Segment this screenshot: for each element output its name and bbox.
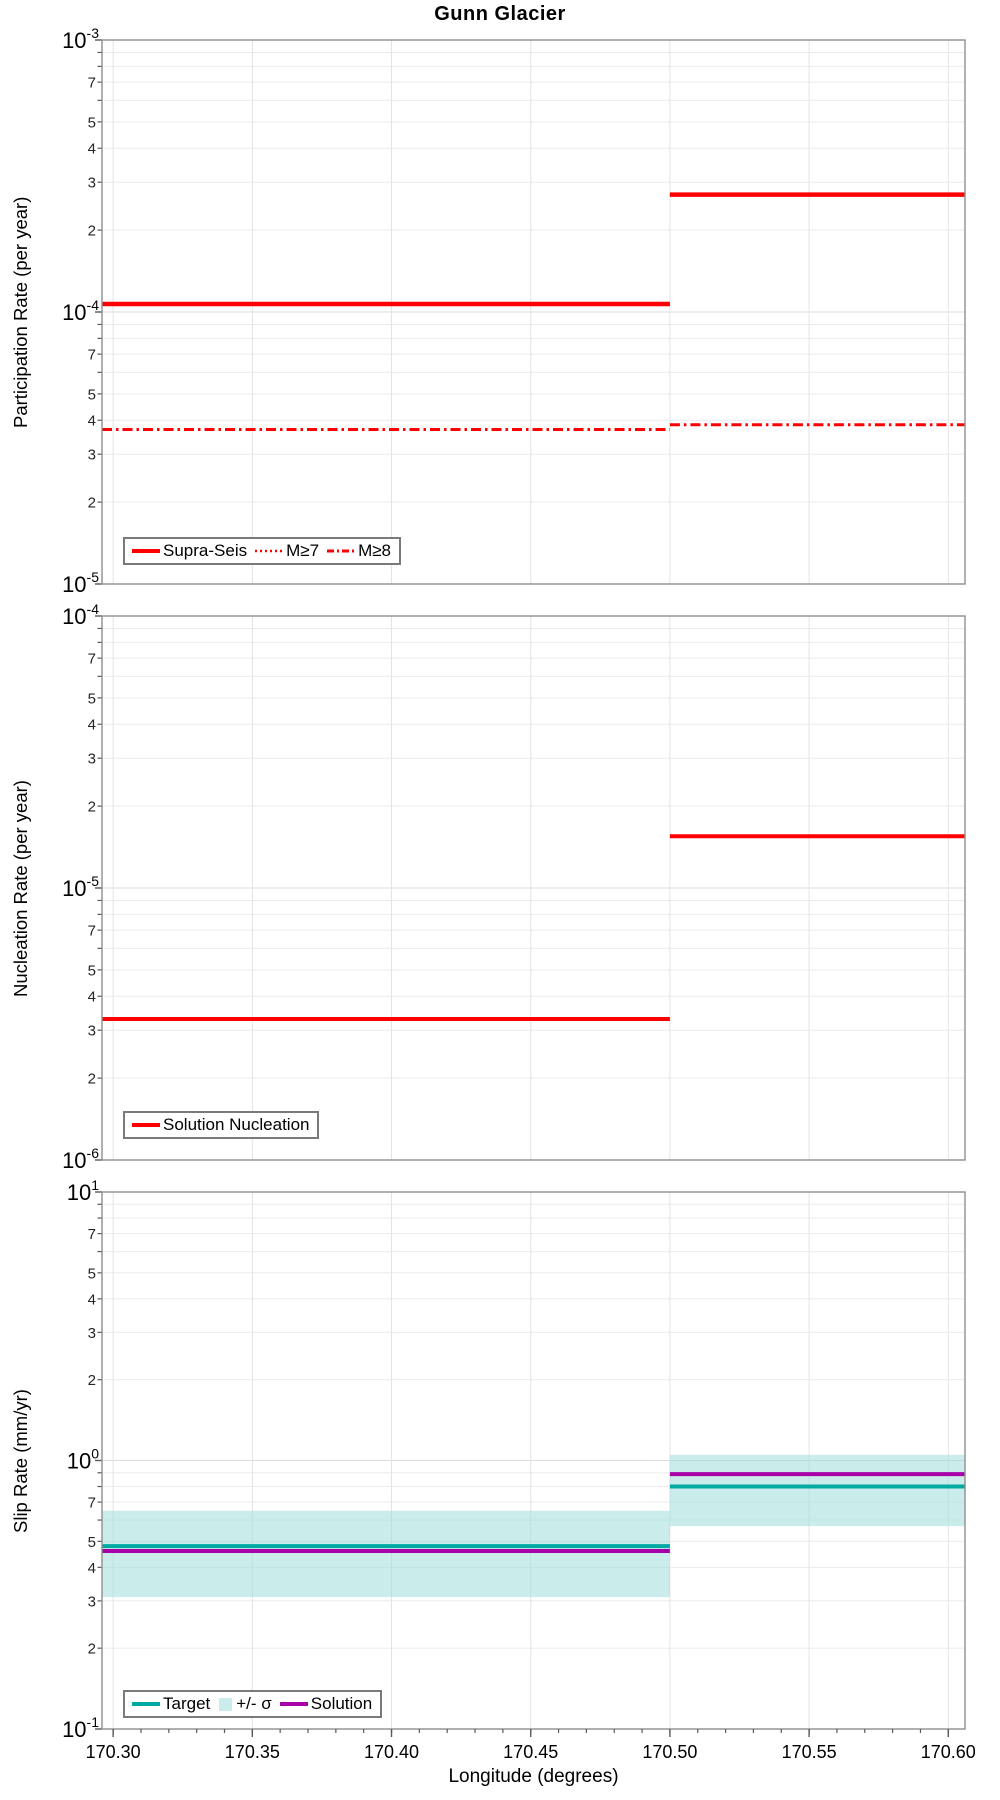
- y-tick-label: 2: [88, 1641, 96, 1658]
- legend-slip-rate: Target +/- σ Solution: [123, 1690, 383, 1718]
- y-decade-label: 10-5: [62, 873, 99, 901]
- y-tick-label: 5: [88, 386, 96, 403]
- panel-nucleation-rate: 2 3 4 5 7 2 3 4 5 7 10-6 10-5 10-4: [62, 601, 966, 1173]
- panel-frame: [101, 1191, 966, 1730]
- x-tick-label: 170.30: [86, 1742, 141, 1762]
- y-tick-label: 3: [88, 1593, 96, 1610]
- panel-frame: [101, 39, 966, 585]
- y-decade-label: 101: [67, 1177, 99, 1205]
- y-tick-label: 4: [88, 1291, 96, 1308]
- y-decade-label: 10-5: [62, 569, 99, 597]
- x-tick-label: 170.60: [921, 1742, 976, 1762]
- chart-title: Gunn Glacier: [434, 3, 566, 25]
- y-tick-label: 7: [88, 347, 96, 364]
- x-axis-title: Longitude (degrees): [448, 1766, 619, 1787]
- y-decade-label: 10-4: [62, 297, 99, 325]
- y-tick-label: 4: [88, 413, 96, 430]
- legend-label: Solution: [310, 1694, 373, 1713]
- panel-frame: [101, 615, 966, 1161]
- y-tick-label: 3: [88, 175, 96, 192]
- legend-item-supra-seis: Supra-Seis: [131, 541, 247, 561]
- x-tick-label: 170.35: [225, 1742, 280, 1762]
- supra-seis-line-swatch: [132, 549, 160, 553]
- y-tick-label: 2: [88, 223, 96, 240]
- panel-slip-rate: 2 3 4 5 7 2 3 4 5 7 10-1 100 101: [62, 1177, 966, 1742]
- y-decade-label: 10-3: [62, 25, 99, 53]
- target-line-swatch: [132, 1702, 160, 1706]
- m-ge-7-line-swatch: [255, 549, 284, 553]
- y-tick-label: 7: [88, 1495, 96, 1512]
- y-tick-label: 7: [88, 75, 96, 92]
- legend-label: Supra-Seis: [163, 541, 248, 560]
- legend-label: M≥7: [286, 541, 320, 560]
- y-tick-label: 5: [88, 1265, 96, 1282]
- legend-item-solution: Solution: [279, 1694, 372, 1714]
- y-tick-label: 7: [88, 651, 96, 668]
- x-tick-label: 170.55: [782, 1742, 837, 1762]
- legend-item-m-ge-8: M≥8: [326, 541, 391, 561]
- legend-item-target: Target: [131, 1694, 210, 1714]
- y-decade-label: 100: [67, 1446, 99, 1474]
- legend-label: +/- σ: [236, 1694, 272, 1713]
- x-tick-label: 170.40: [364, 1742, 419, 1762]
- legend-nucleation-rate: Solution Nucleation: [123, 1111, 320, 1139]
- y-tick-label: 4: [88, 1560, 96, 1577]
- y-axis-title-participation-rate: Participation Rate (per year): [10, 196, 31, 428]
- y-decade-label: 10-1: [62, 1714, 99, 1742]
- x-axis: 170.30 170.35 170.40 170.45 170.50 170.55 170.…: [86, 1729, 976, 1762]
- legend-item-solution-nucleation: Solution Nucleation: [131, 1115, 309, 1135]
- y-tick-label: 4: [88, 989, 96, 1006]
- legend-label: Solution Nucleation: [163, 1115, 310, 1134]
- y-tick-label: 3: [88, 1023, 96, 1040]
- y-tick-label: 2: [88, 1071, 96, 1088]
- y-tick-label: 3: [88, 447, 96, 464]
- legend-participation-rate: Supra-Seis M≥7 M≥8: [123, 537, 402, 565]
- y-tick-label: 7: [88, 923, 96, 940]
- band-area: [102, 1510, 670, 1598]
- y-tick-label: 2: [88, 1372, 96, 1389]
- legend-label: Target: [163, 1694, 211, 1713]
- panel-participation-rate: 2 3 4 5 7 2 3 4 5 7 10-5 10-4 10-3: [62, 25, 966, 597]
- m-ge-8-line-swatch: [327, 549, 356, 553]
- sigma-band-swatch: [219, 1698, 233, 1711]
- y-tick-label: 2: [88, 495, 96, 512]
- solution-nucleation-line-swatch: [132, 1123, 160, 1127]
- y-tick-label: 5: [88, 1534, 96, 1551]
- legend-label: M≥8: [358, 541, 392, 560]
- y-tick-label: 5: [88, 690, 96, 707]
- y-tick-label: 5: [88, 114, 96, 131]
- x-tick-label: 170.50: [642, 1742, 697, 1762]
- solution-line-swatch: [279, 1702, 308, 1706]
- legend-item-m-ge-7: M≥7: [254, 541, 319, 561]
- y-tick-label: 7: [88, 1226, 96, 1243]
- y-tick-label: 2: [88, 799, 96, 816]
- y-tick-label: 4: [88, 141, 96, 158]
- y-decade-label: 10-4: [62, 601, 99, 629]
- y-axis-title-nucleation-rate: Nucleation Rate (per year): [10, 779, 31, 997]
- y-tick-label: 5: [88, 962, 96, 979]
- y-tick-label: 3: [88, 751, 96, 768]
- y-axis-title-slip-rate: Slip Rate (mm/yr): [10, 1388, 31, 1533]
- band-area: [669, 1454, 965, 1527]
- legend-item-sigma-band: +/- σ: [217, 1694, 272, 1714]
- y-tick-label: 3: [88, 1325, 96, 1342]
- y-tick-label: 4: [88, 717, 96, 734]
- x-tick-label: 170.45: [503, 1742, 558, 1762]
- y-decade-label: 10-6: [62, 1145, 99, 1173]
